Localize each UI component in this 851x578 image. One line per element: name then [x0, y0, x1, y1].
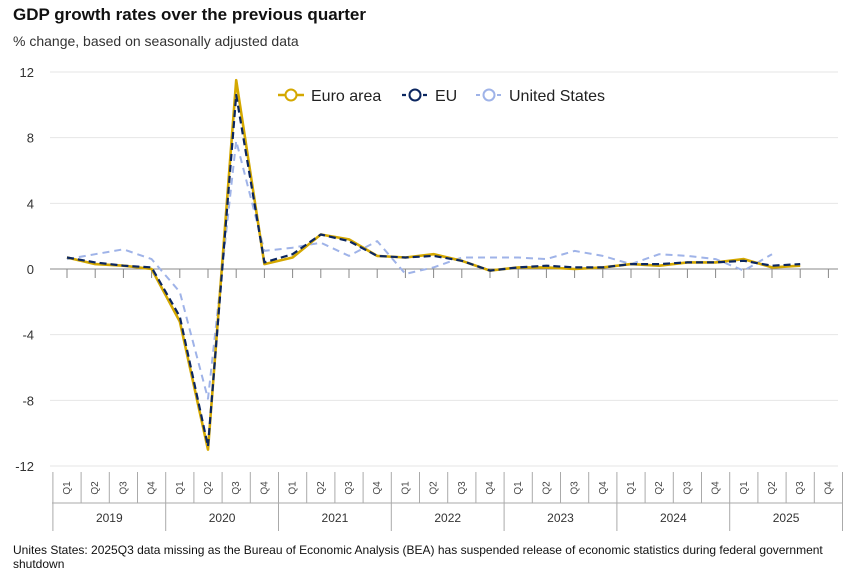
x-axis: Q1 Q2 Q3 Q4 Q1 Q2 Q3 Q4 Q1 Q2 Q3 Q4 Q1 Q2 Q3 Q4 Q1 Q2 Q3 Q4… — [50, 268, 843, 531]
quarter-tick-label: Q3 — [231, 481, 242, 495]
y-tick-label: 4 — [27, 196, 34, 211]
quarter-tick-label: Q4 — [147, 481, 158, 495]
y-tick-label: -4 — [22, 328, 34, 343]
quarter-tick-label: Q2 — [654, 481, 665, 495]
quarter-tick-label: Q4 — [711, 481, 722, 495]
year-tick-label: 2019 — [96, 511, 123, 525]
quarter-tick-label: Q1 — [513, 481, 524, 495]
legend-label: Euro area — [311, 88, 381, 105]
legend: Euro area EU United States — [278, 88, 605, 105]
y-tick-label: -8 — [22, 393, 34, 408]
legend-label: EU — [435, 88, 457, 105]
quarter-tick-label: Q4 — [485, 481, 496, 495]
quarter-tick-label: Q3 — [344, 481, 355, 495]
quarter-tick-label: Q1 — [288, 481, 299, 495]
series-lines — [66, 78, 801, 451]
quarter-tick-label: Q2 — [429, 481, 440, 495]
quarter-tick-label: Q4 — [372, 481, 383, 495]
chart-subtitle: % change, based on seasonally adjusted d… — [13, 33, 299, 49]
quarter-tick-label: Q4 — [598, 481, 609, 495]
quarter-tick-label: Q4 — [259, 481, 270, 495]
y-tick-label: 0 — [27, 262, 34, 277]
quarter-tick-label: Q2 — [203, 481, 214, 495]
quarter-tick-label: Q3 — [118, 481, 129, 495]
y-tick-label: 8 — [27, 131, 34, 146]
series-line-eu — [66, 93, 801, 448]
quarter-tick-label: Q3 — [457, 481, 468, 495]
chart-title: GDP growth rates over the previous quart… — [13, 5, 366, 24]
legend-marker — [284, 88, 298, 102]
year-tick-label: 2025 — [773, 511, 800, 525]
quarter-tick-label: Q1 — [175, 481, 186, 495]
quarter-tick-label: Q3 — [570, 481, 581, 495]
quarter-tick-label: Q3 — [795, 481, 806, 495]
grid-lines — [50, 71, 838, 467]
legend-label: United States — [509, 88, 605, 105]
quarter-tick-label: Q1 — [400, 481, 411, 495]
y-tick-label: 12 — [20, 65, 34, 80]
legend-item-united-states: United States — [476, 88, 605, 105]
legend-item-eu: EU — [402, 88, 457, 105]
quarter-tick-label: Q2 — [541, 481, 552, 495]
series-line-euro-area — [66, 78, 801, 451]
legend-marker — [408, 88, 422, 102]
quarter-tick-label: Q3 — [682, 481, 693, 495]
quarter-tick-label: Q2 — [90, 481, 101, 495]
quarter-tick-label: Q1 — [62, 481, 73, 495]
year-tick-label: 2021 — [322, 511, 349, 525]
legend-item-euro-area: Euro area — [278, 88, 381, 105]
footnote: Unites States: 2025Q3 data missing as th… — [13, 543, 823, 571]
series-line-united-states — [66, 139, 773, 400]
year-tick-label: 2024 — [660, 511, 687, 525]
y-tick-label: -12 — [15, 459, 34, 474]
quarter-tick-label: Q2 — [316, 481, 327, 495]
quarter-tick-label: Q1 — [626, 481, 637, 495]
y-axis: 12 8 4 0 -4 -8 -12 — [15, 65, 34, 474]
legend-marker — [482, 88, 496, 102]
quarter-tick-label: Q4 — [823, 481, 834, 495]
quarter-tick-label: Q2 — [767, 481, 778, 495]
quarter-tick-label: Q1 — [739, 481, 750, 495]
year-tick-label: 2023 — [547, 511, 574, 525]
year-tick-label: 2022 — [434, 511, 461, 525]
year-tick-label: 2020 — [209, 511, 236, 525]
